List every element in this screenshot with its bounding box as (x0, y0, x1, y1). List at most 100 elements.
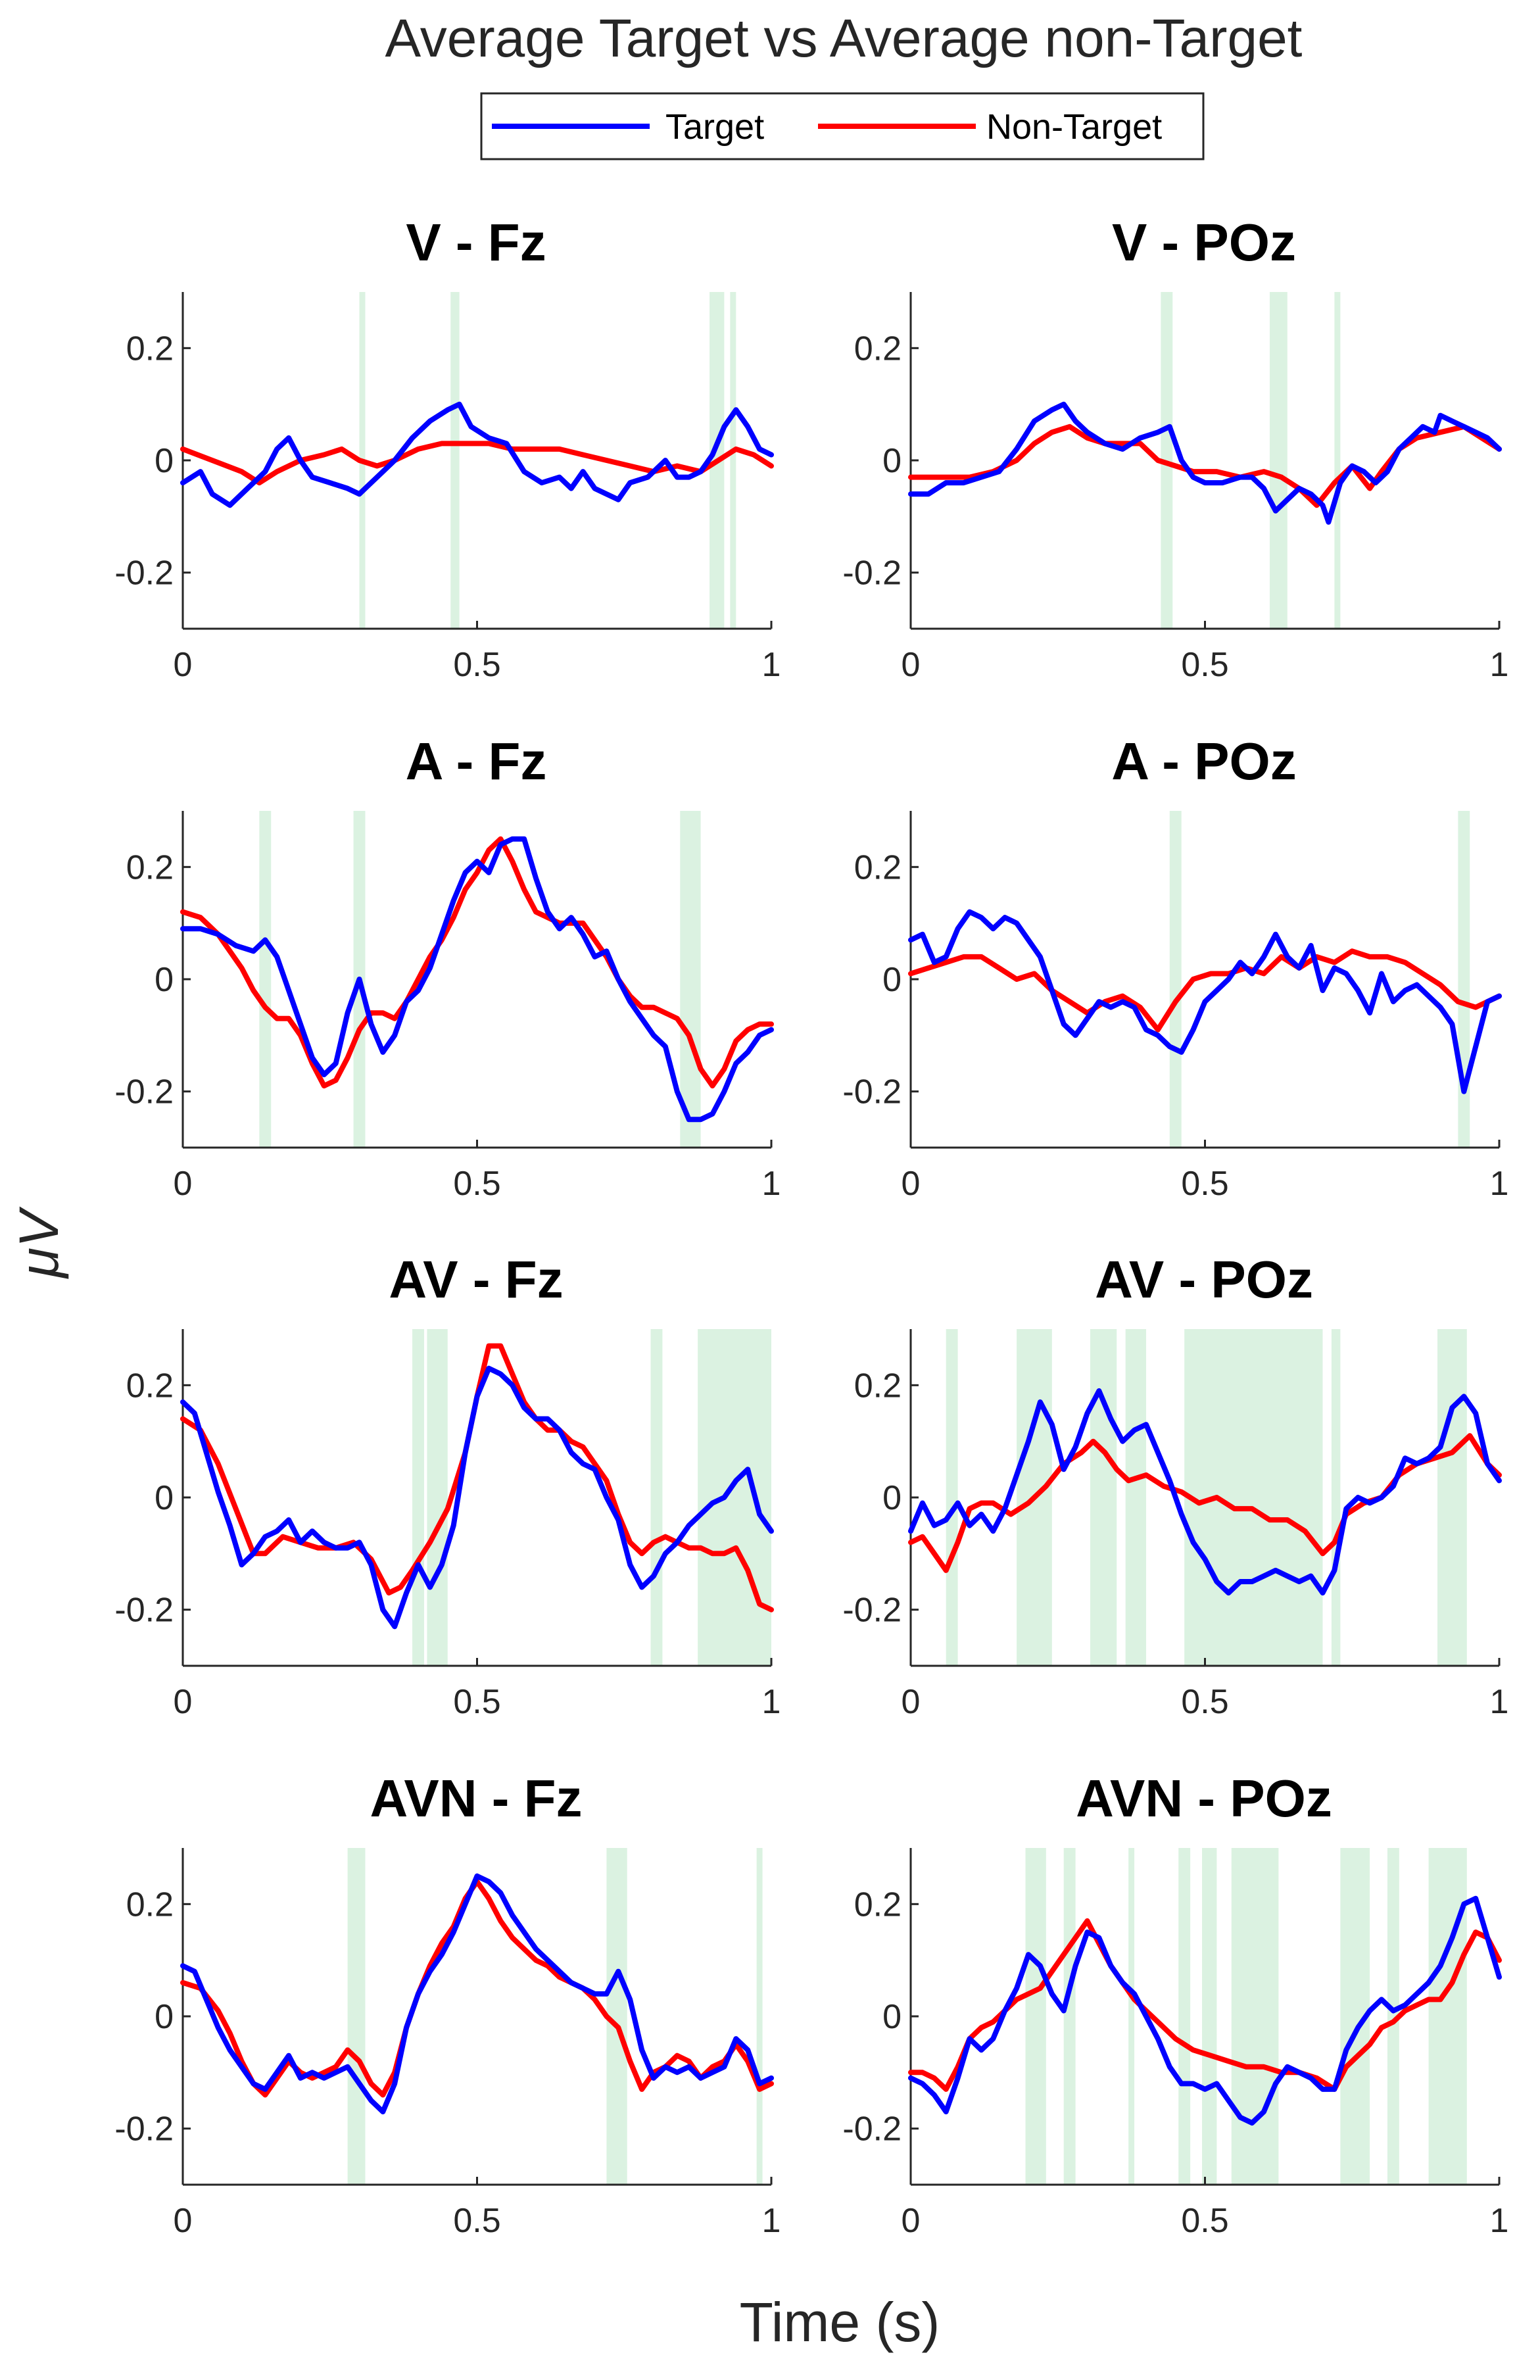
subplot-title: V - POz (1112, 213, 1296, 272)
series-line-non-target (180, 1343, 774, 1613)
x-tick-label: 0.5 (453, 2202, 500, 2240)
subplot: AVN - POz 0.2 0 -0.2 0 0.5 1 (842, 1769, 1508, 2240)
figure-title: Average Target vs Average non-Target (385, 9, 1303, 68)
y-tick-label: -0.2 (842, 554, 902, 593)
significance-band (1090, 1329, 1117, 1666)
x-tick-label: 0.5 (453, 1683, 500, 1721)
legend: Target Non-Target (480, 92, 1205, 160)
y-tick-label: -0.2 (114, 1073, 174, 1111)
y-tick-label: 0 (882, 1479, 902, 1517)
significance-band (1387, 1848, 1399, 2185)
series-line-non-target (908, 1918, 1502, 2092)
y-tick-label: 0.2 (126, 1885, 174, 1924)
y-tick-label: 0.2 (854, 1367, 902, 1405)
significance-band (1161, 292, 1173, 629)
x-tick-label: 1 (762, 1165, 781, 1203)
x-tick-label: 0.5 (1181, 1683, 1228, 1721)
x-tick-label: 0 (902, 1683, 921, 1721)
series-line-target (908, 1895, 1502, 2126)
subplot-title: A - Fz (406, 732, 547, 790)
significance-band (650, 1329, 663, 1666)
x-tick-label: 1 (762, 646, 781, 684)
significance-band (1231, 1848, 1279, 2185)
subplot: AV - Fz 0.2 0 -0.2 0 0.5 1 (114, 1250, 781, 1721)
x-tick-label: 0 (174, 1165, 193, 1203)
y-tick-label: 0 (882, 961, 902, 999)
x-tick-label: 1 (1490, 1683, 1509, 1721)
significance-band (1334, 292, 1341, 629)
significance-band (1331, 1329, 1341, 1666)
significance-band (1178, 1848, 1191, 2185)
subplot: V - Fz 0.2 0 -0.2 0 0.5 1 (114, 213, 781, 684)
x-tick-label: 0.5 (453, 646, 500, 684)
y-tick-label: 0.2 (854, 329, 902, 368)
subplot: A - POz 0.2 0 -0.2 0 0.5 1 (842, 732, 1508, 1203)
significance-band (259, 811, 272, 1148)
y-tick-label: 0.2 (126, 848, 174, 886)
subplot-title: AVN - POz (1076, 1769, 1332, 1828)
x-tick-label: 0 (902, 2202, 921, 2240)
subplot-title: AV - Fz (389, 1250, 563, 1309)
subplot: AV - POz 0.2 0 -0.2 0 0.5 1 (842, 1250, 1508, 1721)
significance-band (412, 1329, 424, 1666)
series-line-target (908, 909, 1502, 1094)
x-tick-label: 0 (174, 646, 193, 684)
significance-band (347, 1848, 366, 2185)
y-tick-label: -0.2 (114, 1591, 174, 1630)
significance-band (1184, 1329, 1323, 1666)
significance-band (698, 1329, 771, 1666)
x-tick-label: 1 (762, 1683, 781, 1721)
y-axis-label: μV (8, 1206, 70, 1279)
y-tick-label: 0 (882, 1998, 902, 2036)
significance-band (1269, 292, 1287, 629)
significance-band (1202, 1848, 1217, 2185)
significance-band (1063, 1848, 1076, 2185)
y-tick-label: -0.2 (114, 2110, 174, 2149)
significance-band (680, 811, 701, 1148)
series-line-non-target (180, 441, 774, 486)
subplot: V - POz 0.2 0 -0.2 0 0.5 1 (842, 213, 1508, 684)
x-tick-label: 1 (762, 2202, 781, 2240)
y-tick-label: 0 (882, 442, 902, 480)
series-line-target (180, 1873, 774, 2115)
subplot: AVN - Fz 0.2 0 -0.2 0 0.5 1 (114, 1769, 781, 2240)
series-line-target (908, 1388, 1502, 1596)
y-tick-label: 0.2 (854, 848, 902, 886)
y-tick-label: -0.2 (842, 1591, 902, 1630)
x-tick-label: 1 (1490, 1165, 1509, 1203)
x-tick-label: 0.5 (1181, 1165, 1228, 1203)
x-tick-label: 0.5 (453, 1165, 500, 1203)
y-tick-label: 0 (155, 442, 174, 480)
x-tick-label: 0 (902, 1165, 921, 1203)
y-tick-label: 0.2 (854, 1885, 902, 1924)
series-line-non-target (180, 836, 774, 1089)
significance-band (450, 292, 460, 629)
x-tick-label: 1 (1490, 2202, 1509, 2240)
x-tick-label: 0 (174, 1683, 193, 1721)
significance-band (1428, 1848, 1467, 2185)
subplot-title: AV - POz (1095, 1250, 1313, 1309)
x-axis-label: Time (s) (740, 2291, 940, 2353)
y-tick-label: 0.2 (126, 329, 174, 368)
series-line-target (180, 401, 774, 508)
x-tick-label: 0 (902, 646, 921, 684)
y-tick-label: 0 (155, 1998, 174, 2036)
subplot-title: A - POz (1111, 732, 1296, 790)
series-line-non-target (908, 948, 1502, 1032)
significance-band (1458, 811, 1470, 1148)
significance-band (756, 1848, 763, 2185)
significance-band (1025, 1848, 1046, 2185)
legend-label-target: Target (665, 107, 764, 147)
y-tick-label: 0.2 (126, 1367, 174, 1405)
subplot: A - Fz 0.2 0 -0.2 0 0.5 1 (114, 732, 781, 1203)
significance-band (1169, 811, 1182, 1148)
legend-label-non-target: Non-Target (986, 107, 1162, 147)
significance-band (1125, 1329, 1146, 1666)
subplot-title: V - Fz (406, 213, 546, 272)
series-line-target (908, 401, 1502, 525)
x-tick-label: 0 (174, 2202, 193, 2240)
y-tick-label: 0 (155, 1479, 174, 1517)
y-tick-label: -0.2 (842, 2110, 902, 2149)
